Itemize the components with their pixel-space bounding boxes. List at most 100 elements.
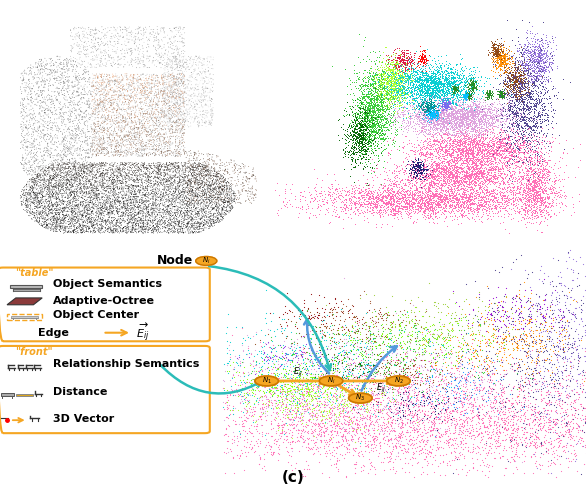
Point [387, 322, 396, 330]
Point [465, 87, 475, 95]
Point [183, 163, 193, 171]
Point [560, 291, 569, 299]
Point [141, 180, 151, 188]
Point [355, 96, 364, 104]
Point [540, 312, 550, 319]
Point [111, 49, 121, 57]
Point [447, 107, 456, 115]
Point [340, 398, 349, 406]
Point [436, 83, 445, 91]
Point [103, 100, 113, 108]
Point [157, 88, 166, 96]
Point [319, 312, 329, 320]
Point [564, 430, 574, 438]
Point [522, 125, 532, 133]
Point [442, 75, 451, 83]
Point [368, 132, 377, 140]
Point [461, 136, 470, 144]
Point [459, 91, 469, 98]
Point [121, 211, 130, 219]
Point [161, 89, 171, 97]
Point [524, 77, 534, 85]
Point [113, 80, 122, 88]
Point [76, 222, 85, 230]
Point [348, 143, 357, 150]
Point [190, 228, 199, 236]
Point [119, 197, 128, 205]
Point [465, 171, 475, 178]
Point [38, 192, 47, 199]
Point [536, 200, 546, 208]
Point [250, 340, 260, 348]
Point [462, 109, 471, 117]
Point [428, 82, 437, 90]
Point [519, 115, 529, 123]
Point [81, 177, 90, 185]
Point [177, 112, 186, 120]
Point [447, 371, 456, 379]
Point [473, 155, 482, 163]
Point [51, 109, 60, 117]
Point [315, 346, 325, 354]
Point [540, 115, 549, 122]
Point [41, 156, 50, 164]
Point [425, 196, 434, 204]
Point [132, 88, 141, 96]
Point [69, 161, 78, 169]
Point [494, 283, 503, 291]
Point [527, 198, 536, 206]
Point [451, 114, 460, 122]
Point [429, 173, 438, 181]
Point [173, 70, 183, 78]
Point [80, 188, 89, 196]
Point [186, 69, 196, 76]
Point [184, 223, 193, 231]
Point [44, 103, 53, 111]
Point [541, 158, 550, 166]
Point [289, 385, 299, 393]
Point [492, 107, 502, 115]
Point [95, 80, 104, 88]
Point [161, 151, 171, 159]
Point [475, 160, 485, 168]
Point [386, 154, 395, 162]
Point [423, 98, 432, 105]
Point [533, 52, 543, 60]
Point [96, 128, 105, 136]
Point [87, 184, 96, 192]
Point [42, 219, 51, 226]
Point [171, 119, 180, 127]
Point [128, 224, 138, 232]
Point [369, 100, 379, 108]
Point [36, 145, 45, 153]
Point [441, 353, 451, 361]
Point [414, 92, 424, 99]
Point [396, 162, 406, 170]
Point [116, 33, 125, 41]
Point [67, 182, 77, 190]
Point [87, 208, 96, 216]
Point [486, 130, 495, 138]
Point [371, 405, 380, 413]
Point [499, 57, 509, 65]
Point [100, 111, 109, 119]
Point [166, 71, 175, 78]
Point [546, 107, 556, 115]
Point [108, 169, 118, 176]
Point [155, 167, 165, 175]
Point [491, 117, 500, 124]
Point [96, 102, 105, 110]
Point [389, 205, 398, 213]
Point [153, 223, 162, 231]
Point [367, 86, 376, 94]
Point [328, 369, 338, 377]
Point [43, 106, 53, 114]
Point [421, 175, 431, 183]
Point [390, 73, 400, 80]
Point [494, 398, 503, 406]
Point [432, 80, 442, 88]
Point [396, 99, 405, 107]
Point [517, 60, 527, 68]
Point [170, 225, 179, 233]
Point [244, 195, 253, 203]
